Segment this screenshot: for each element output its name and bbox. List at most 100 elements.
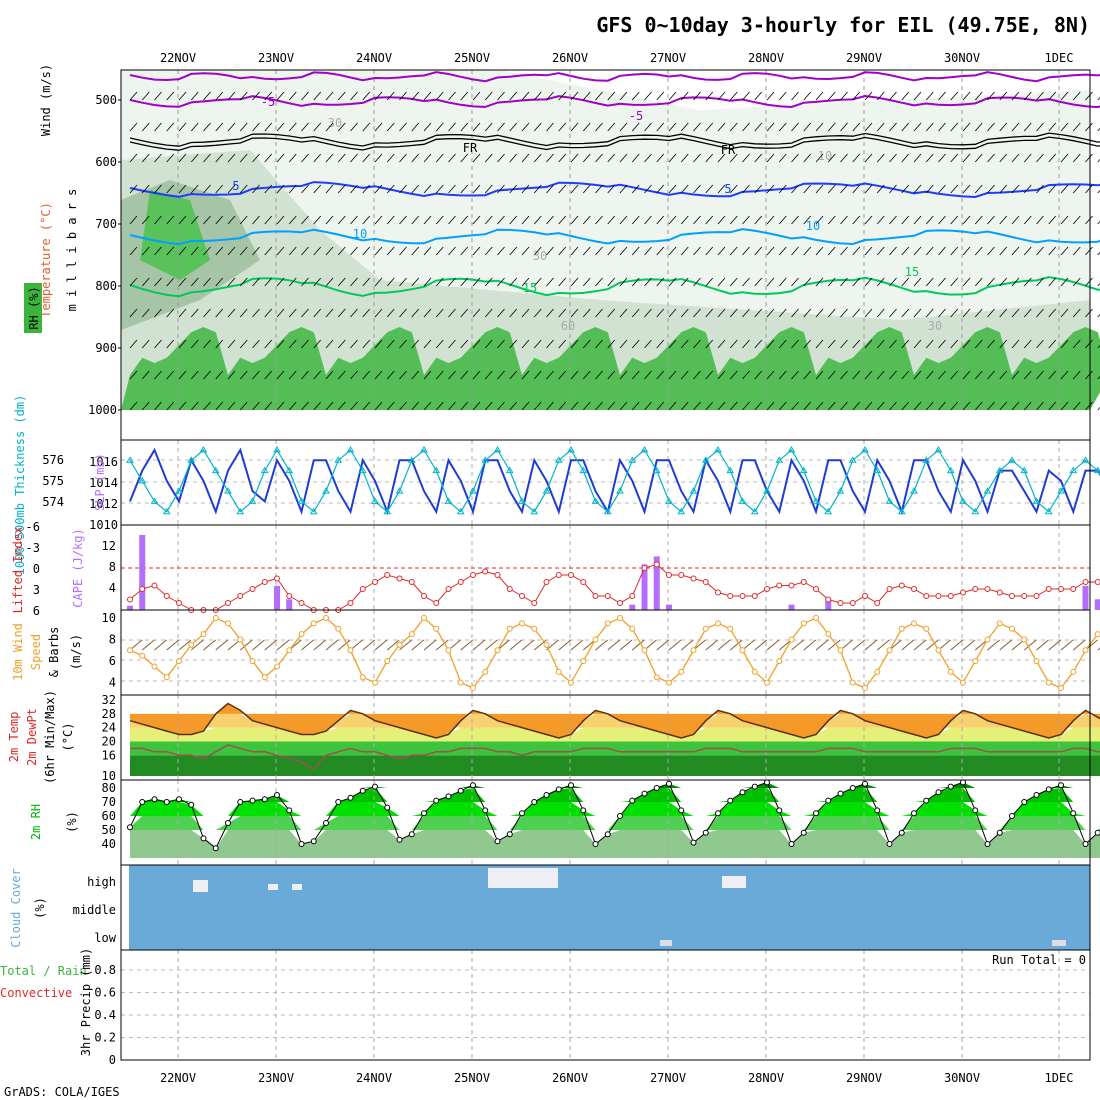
- wind-barb: [852, 401, 861, 411]
- cape-bar: [127, 605, 133, 610]
- wind-tick: 4: [109, 676, 116, 690]
- wind-barb: [472, 153, 481, 163]
- ylabel-cloud: Cloud Cover: [9, 868, 23, 947]
- rh2m-line-marker: [421, 810, 427, 817]
- wind-barb: [497, 277, 505, 287]
- wind-barb-10m: [1023, 639, 1037, 651]
- rh2m-line-marker: [139, 799, 146, 805]
- wind-barb: [925, 401, 934, 411]
- wind-barb: [717, 153, 726, 163]
- contour-label: 30: [533, 249, 547, 263]
- wind-barb: [864, 308, 873, 318]
- li-line-marker: [568, 572, 574, 578]
- thickness-line-marker: [224, 487, 232, 494]
- wind-barb-10m: [595, 639, 608, 651]
- thickness-tick: 575: [42, 474, 64, 488]
- rh2m-line-marker: [1045, 786, 1052, 793]
- wind-barb: [215, 308, 224, 318]
- wind-barb: [656, 308, 665, 318]
- wind-barb: [827, 246, 836, 256]
- rh2m-line-marker: [1033, 792, 1040, 798]
- run-total: Run Total = 0: [992, 953, 1086, 967]
- wind-barb: [252, 184, 260, 194]
- rh2m-line-marker: [286, 807, 293, 814]
- wind-barb: [313, 339, 322, 349]
- wind-barb: [570, 153, 579, 163]
- wind-barb: [435, 339, 444, 349]
- wind-barb: [840, 91, 848, 101]
- wind-barb: [595, 153, 603, 163]
- wind-barb: [1048, 277, 1057, 287]
- wind-barb: [411, 91, 420, 101]
- wind-barb: [864, 153, 873, 163]
- isotherm-freezing-a: [129, 132, 1100, 147]
- wind-barb: [497, 401, 505, 411]
- wind-barb: [362, 339, 371, 349]
- wind-barb: [1011, 277, 1020, 287]
- wind-barb: [876, 215, 885, 225]
- wind-barb: [435, 153, 444, 163]
- wind-barb: [399, 339, 407, 349]
- wind-barb: [362, 277, 371, 287]
- slp-tick: 1016: [89, 455, 118, 469]
- wind-barb: [129, 370, 138, 380]
- wind-tick: 8: [109, 633, 116, 647]
- date-tick-top: 27NOV: [650, 51, 686, 65]
- wind-barb: [680, 277, 689, 287]
- wind-barb: [203, 122, 211, 132]
- rh2m-line-marker: [151, 796, 158, 803]
- wind-barb: [791, 246, 799, 256]
- wind-barb: [533, 308, 542, 318]
- wind-barb: [141, 122, 150, 132]
- wind-barb: [803, 215, 812, 225]
- wind-barb: [558, 339, 567, 349]
- rh2m-line-marker: [274, 792, 280, 798]
- wind-barb: [656, 339, 665, 349]
- wind-barb: [509, 308, 518, 318]
- wind-barb: [1023, 401, 1032, 411]
- li-line-marker: [1070, 586, 1077, 592]
- wind-barb: [766, 91, 775, 101]
- wind-barb: [472, 277, 481, 287]
- wind-barb: [1011, 153, 1020, 163]
- wind-barb: [448, 153, 456, 163]
- wind-barb: [129, 339, 138, 349]
- li-line-marker: [176, 600, 182, 606]
- li-line-marker: [249, 586, 256, 592]
- li-line-marker: [996, 589, 1003, 596]
- wind-speed-line-marker: [788, 636, 795, 643]
- wind-barb: [215, 401, 224, 411]
- wind-barb: [987, 122, 995, 132]
- rh2m-line-marker: [310, 838, 317, 845]
- wind-barb: [411, 122, 420, 132]
- wind-barb: [815, 184, 824, 194]
- ylabel-wind: Wind (m/s): [39, 64, 53, 136]
- wind-barb: [264, 308, 273, 318]
- rh2m-line-marker: [911, 810, 917, 817]
- pressure-tick: 800: [95, 279, 117, 293]
- wind-barb: [1036, 184, 1044, 194]
- rh2m-line-marker: [727, 797, 734, 804]
- wind-barb: [276, 308, 285, 318]
- wind-barb: [693, 401, 701, 411]
- wind-barb: [484, 246, 493, 256]
- wind-barb: [1072, 91, 1081, 101]
- wind-barb: [1060, 308, 1069, 318]
- wind-barb: [889, 308, 897, 318]
- wind-barb: [1097, 127, 1100, 132]
- temp-band: [130, 755, 1100, 776]
- wind-barb: [129, 308, 138, 318]
- thickness-line-marker: [677, 507, 686, 515]
- cape-tick: 4: [109, 581, 116, 595]
- wind-barb: [656, 370, 665, 380]
- ylabel-temp2m: 2m Temp: [7, 712, 21, 763]
- wind-barb: [301, 153, 309, 163]
- wind-barb-10m: [276, 639, 290, 651]
- wind-barb: [141, 277, 150, 287]
- wind-barb: [742, 401, 750, 411]
- li-tick: -3: [26, 541, 40, 555]
- wind-barb: [729, 153, 738, 163]
- wind-barb: [411, 246, 420, 256]
- wind-barb: [178, 153, 187, 163]
- contour-label: 60: [561, 319, 575, 333]
